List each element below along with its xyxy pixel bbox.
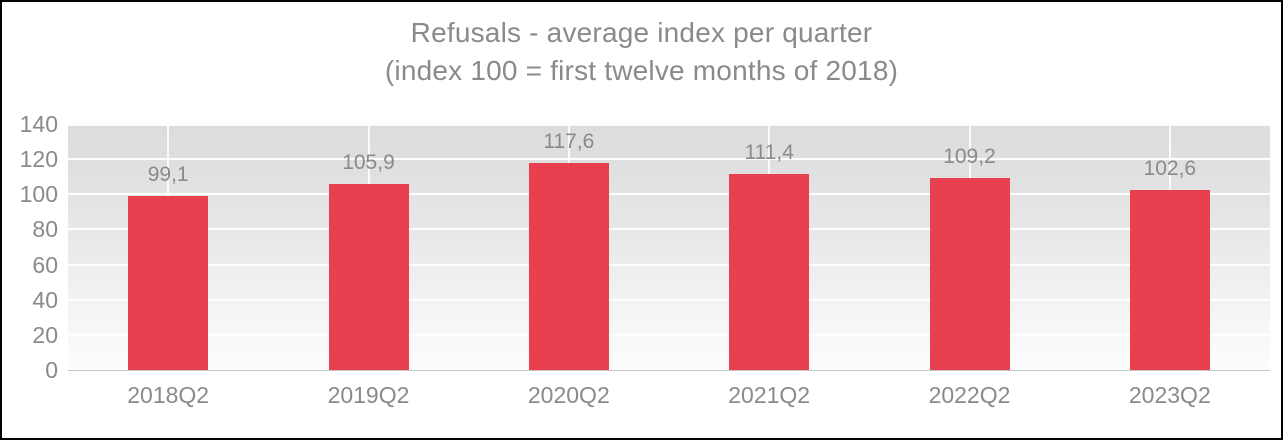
chart-title-block: Refusals - average index per quarter (in…	[2, 14, 1281, 90]
x-tick-label: 2021Q2	[728, 382, 811, 408]
gridline-h	[68, 333, 1270, 336]
gridline-h	[68, 263, 1270, 266]
y-tick-label: 60	[32, 251, 58, 278]
y-tick-label: 100	[19, 181, 58, 208]
gridline-h	[68, 228, 1270, 231]
y-tick-label: 80	[32, 216, 58, 243]
bar-value-label: 109,2	[943, 145, 996, 169]
bar	[929, 178, 1010, 370]
x-tick-label: 2019Q2	[327, 382, 410, 408]
x-tick-label: 2022Q2	[928, 382, 1011, 408]
bar	[128, 195, 209, 370]
x-tick-label: 2020Q2	[527, 382, 610, 408]
y-tick-label: 0	[45, 357, 58, 383]
bar	[528, 163, 609, 370]
x-axis-line	[68, 370, 1270, 371]
bar	[328, 183, 409, 370]
gridline-h	[68, 193, 1270, 196]
x-tick-label: 2018Q2	[127, 382, 210, 408]
y-axis: 0 20 40 60 80 100 120 140	[2, 111, 58, 383]
gridline-h	[68, 158, 1270, 161]
chart-title: Refusals - average index per quarter	[410, 17, 873, 48]
bar-value-label: 117,6	[543, 130, 595, 154]
x-tick-label: 2023Q2	[1128, 382, 1211, 408]
bar-value-label: 102,6	[1143, 156, 1197, 180]
plot-area: 99,1 105,9 117,6 111,4 109,2 102,6	[68, 124, 1270, 371]
y-tick-label: 20	[32, 321, 58, 348]
y-tick-label: 40	[32, 286, 58, 313]
y-tick-label: 140	[19, 111, 58, 137]
gridline-h	[68, 298, 1270, 301]
y-tick-label: 120	[19, 146, 58, 173]
chart-subtitle: (index 100 = first twelve months of 2018…	[384, 55, 899, 86]
gridline-h	[68, 124, 1270, 126]
bar-value-label: 99,1	[147, 162, 189, 186]
bar-value-label: 111,4	[744, 141, 794, 165]
bar-value-label: 105,9	[342, 150, 395, 174]
bar	[1129, 189, 1210, 370]
bar	[729, 174, 810, 370]
x-axis: 2018Q2 2019Q2 2020Q2 2021Q2 2022Q2 2023Q2	[68, 382, 1270, 412]
